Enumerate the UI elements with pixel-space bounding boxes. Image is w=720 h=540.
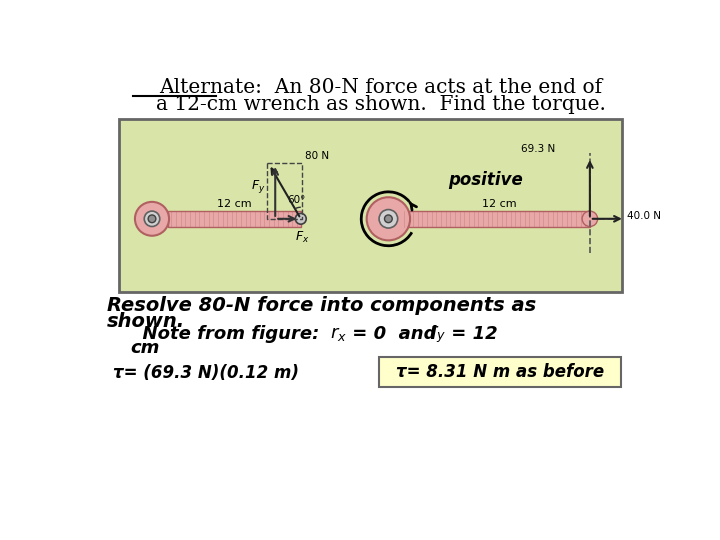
Bar <box>400 211 590 226</box>
Circle shape <box>135 202 169 236</box>
Text: cm: cm <box>130 339 160 357</box>
Text: = 0  and: = 0 and <box>346 325 449 343</box>
Text: 12 cm: 12 cm <box>217 199 251 209</box>
Text: positive: positive <box>448 171 523 190</box>
Text: shown.: shown. <box>107 312 185 330</box>
Text: $F_y$: $F_y$ <box>251 178 266 195</box>
Text: Alternate:  An 80-N force acts at the end of: Alternate: An 80-N force acts at the end… <box>159 78 602 97</box>
Circle shape <box>144 211 160 226</box>
Text: 80 N: 80 N <box>305 151 329 161</box>
Text: $r_x$: $r_x$ <box>330 325 347 343</box>
Text: τ= 8.31 N m as before: τ= 8.31 N m as before <box>396 363 604 381</box>
Circle shape <box>582 211 598 226</box>
Text: a 12-cm wrench as shown.  Find the torque.: a 12-cm wrench as shown. Find the torque… <box>156 94 606 113</box>
Text: Resolve 80-N force into components as: Resolve 80-N force into components as <box>107 295 536 314</box>
Text: = 12: = 12 <box>445 325 498 343</box>
Text: 12 cm: 12 cm <box>482 199 516 209</box>
FancyBboxPatch shape <box>379 356 621 387</box>
Text: 69.3 N: 69.3 N <box>521 144 555 154</box>
Circle shape <box>148 215 156 222</box>
Bar <box>168 211 301 226</box>
Text: 60°: 60° <box>287 195 305 205</box>
Bar <box>120 119 621 292</box>
Text: $r_y$: $r_y$ <box>428 323 446 345</box>
Text: 40.0 N: 40.0 N <box>627 212 661 221</box>
Circle shape <box>366 197 410 240</box>
Text: τ= (69.3 N)(0.12 m): τ= (69.3 N)(0.12 m) <box>113 364 300 382</box>
Text: Note from figure:: Note from figure: <box>130 325 338 343</box>
Circle shape <box>295 213 306 224</box>
Text: $F_x$: $F_x$ <box>295 230 310 245</box>
Circle shape <box>379 210 397 228</box>
Circle shape <box>384 215 392 222</box>
